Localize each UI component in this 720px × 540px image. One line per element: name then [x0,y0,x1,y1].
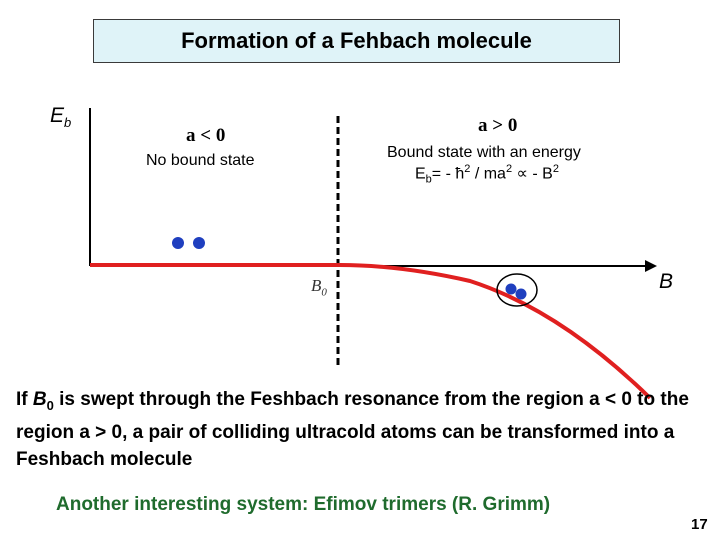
region-negative-description: No bound state [146,152,255,169]
efimov-note: Another interesting system: Efimov trime… [56,494,551,515]
bound-atom-left [505,283,517,295]
free-atom-right [193,237,205,249]
page-title: Formation of a Fehbach molecule [93,19,620,63]
binding-energy-formula: Eb= - ħ2 / ma2 ∝ - B2 [415,163,559,186]
x-axis-arrowhead [645,260,657,272]
y-axis-label: Eb [50,104,72,131]
energy-curve [90,263,652,400]
region-positive-description: Bound state with an energy [387,144,581,161]
free-atom-left [172,237,184,249]
bound-atom-right [515,288,527,300]
page-number: 17 [691,516,708,533]
region-negative-condition: a < 0 [186,125,226,146]
explanation-paragraph: If B0 is swept through the Feshbach reso… [16,389,689,470]
molecule-outline [496,273,538,307]
resonance-label-b0: B0 [311,276,327,299]
region-positive-condition: a > 0 [478,115,518,136]
x-axis-label: B [659,270,674,293]
